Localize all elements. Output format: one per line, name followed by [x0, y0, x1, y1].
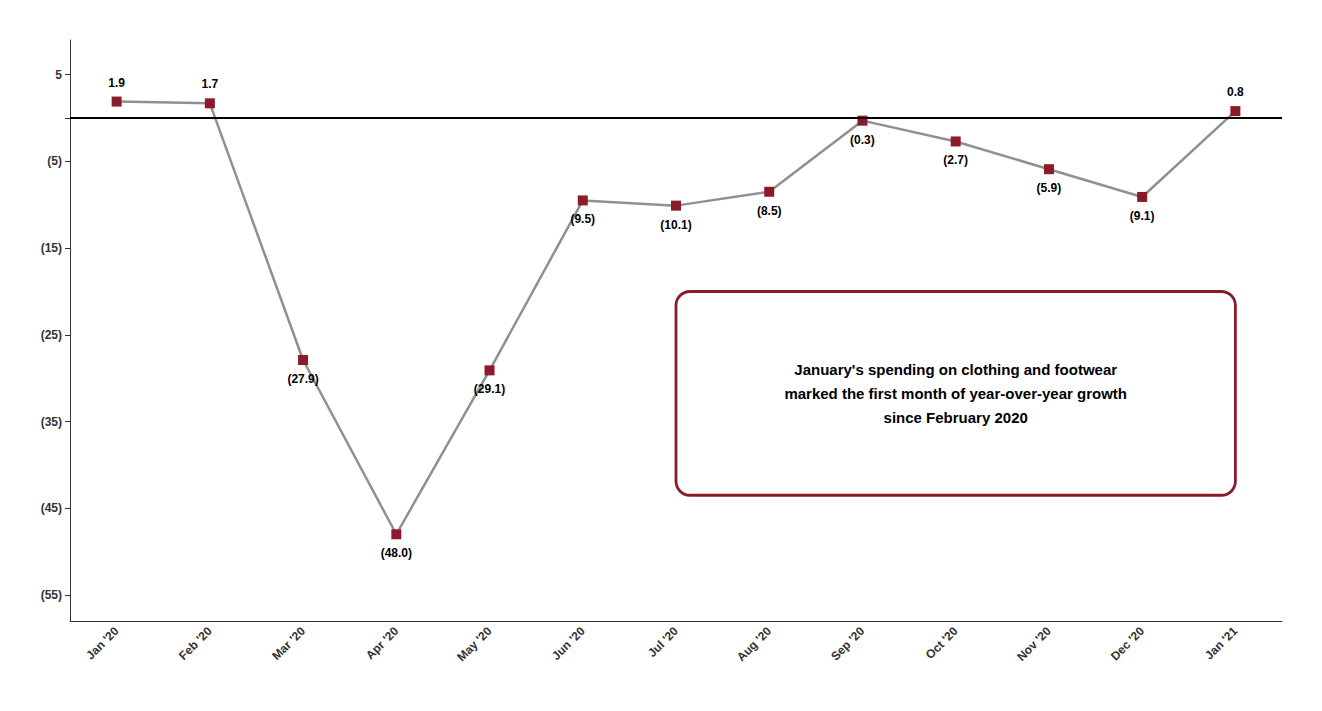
svg-text:(45): (45)	[41, 501, 62, 515]
svg-text:(0.3): (0.3)	[850, 133, 875, 147]
svg-text:(9.1): (9.1)	[1130, 209, 1155, 223]
svg-text:(55): (55)	[41, 588, 62, 602]
svg-text:Sep '20: Sep '20	[828, 624, 867, 663]
svg-text:(2.7): (2.7)	[943, 153, 968, 167]
svg-text:5: 5	[55, 68, 62, 82]
svg-text:January's spending on clothing: January's spending on clothing and footw…	[794, 361, 1117, 378]
svg-text:0.8: 0.8	[1227, 85, 1244, 99]
svg-text:(10.1): (10.1)	[660, 218, 691, 232]
svg-text:(9.5): (9.5)	[570, 212, 595, 226]
svg-text:Jun '20: Jun '20	[549, 624, 588, 663]
svg-text:Mar '20: Mar '20	[269, 624, 308, 663]
svg-text:1.7: 1.7	[202, 77, 219, 91]
svg-text:since February 2020: since February 2020	[884, 409, 1028, 426]
svg-text:Dec '20: Dec '20	[1108, 624, 1147, 663]
svg-text:Aug '20: Aug '20	[734, 624, 774, 664]
svg-text:(25): (25)	[41, 328, 62, 342]
svg-text:marked the first month of year: marked the first month of year-over-year…	[784, 385, 1127, 402]
svg-text:Jul '20: Jul '20	[645, 624, 681, 660]
svg-text:Jan '21: Jan '21	[1202, 624, 1241, 663]
svg-text:(5.9): (5.9)	[1037, 181, 1062, 195]
svg-text:Apr '20: Apr '20	[363, 624, 402, 663]
svg-text:(35): (35)	[41, 415, 62, 429]
svg-text:(5): (5)	[47, 154, 62, 168]
svg-text:(29.1): (29.1)	[474, 382, 505, 396]
svg-text:(27.9): (27.9)	[287, 372, 318, 386]
svg-text:(15): (15)	[41, 241, 62, 255]
svg-text:Nov '20: Nov '20	[1014, 624, 1054, 664]
svg-text:Feb '20: Feb '20	[176, 624, 215, 663]
svg-text:Jan '20: Jan '20	[83, 624, 122, 663]
svg-text:May '20: May '20	[454, 624, 494, 664]
svg-text:(8.5): (8.5)	[757, 204, 782, 218]
svg-text:(48.0): (48.0)	[381, 546, 412, 560]
svg-text:Oct '20: Oct '20	[923, 624, 961, 662]
svg-text:1.9: 1.9	[108, 76, 125, 90]
